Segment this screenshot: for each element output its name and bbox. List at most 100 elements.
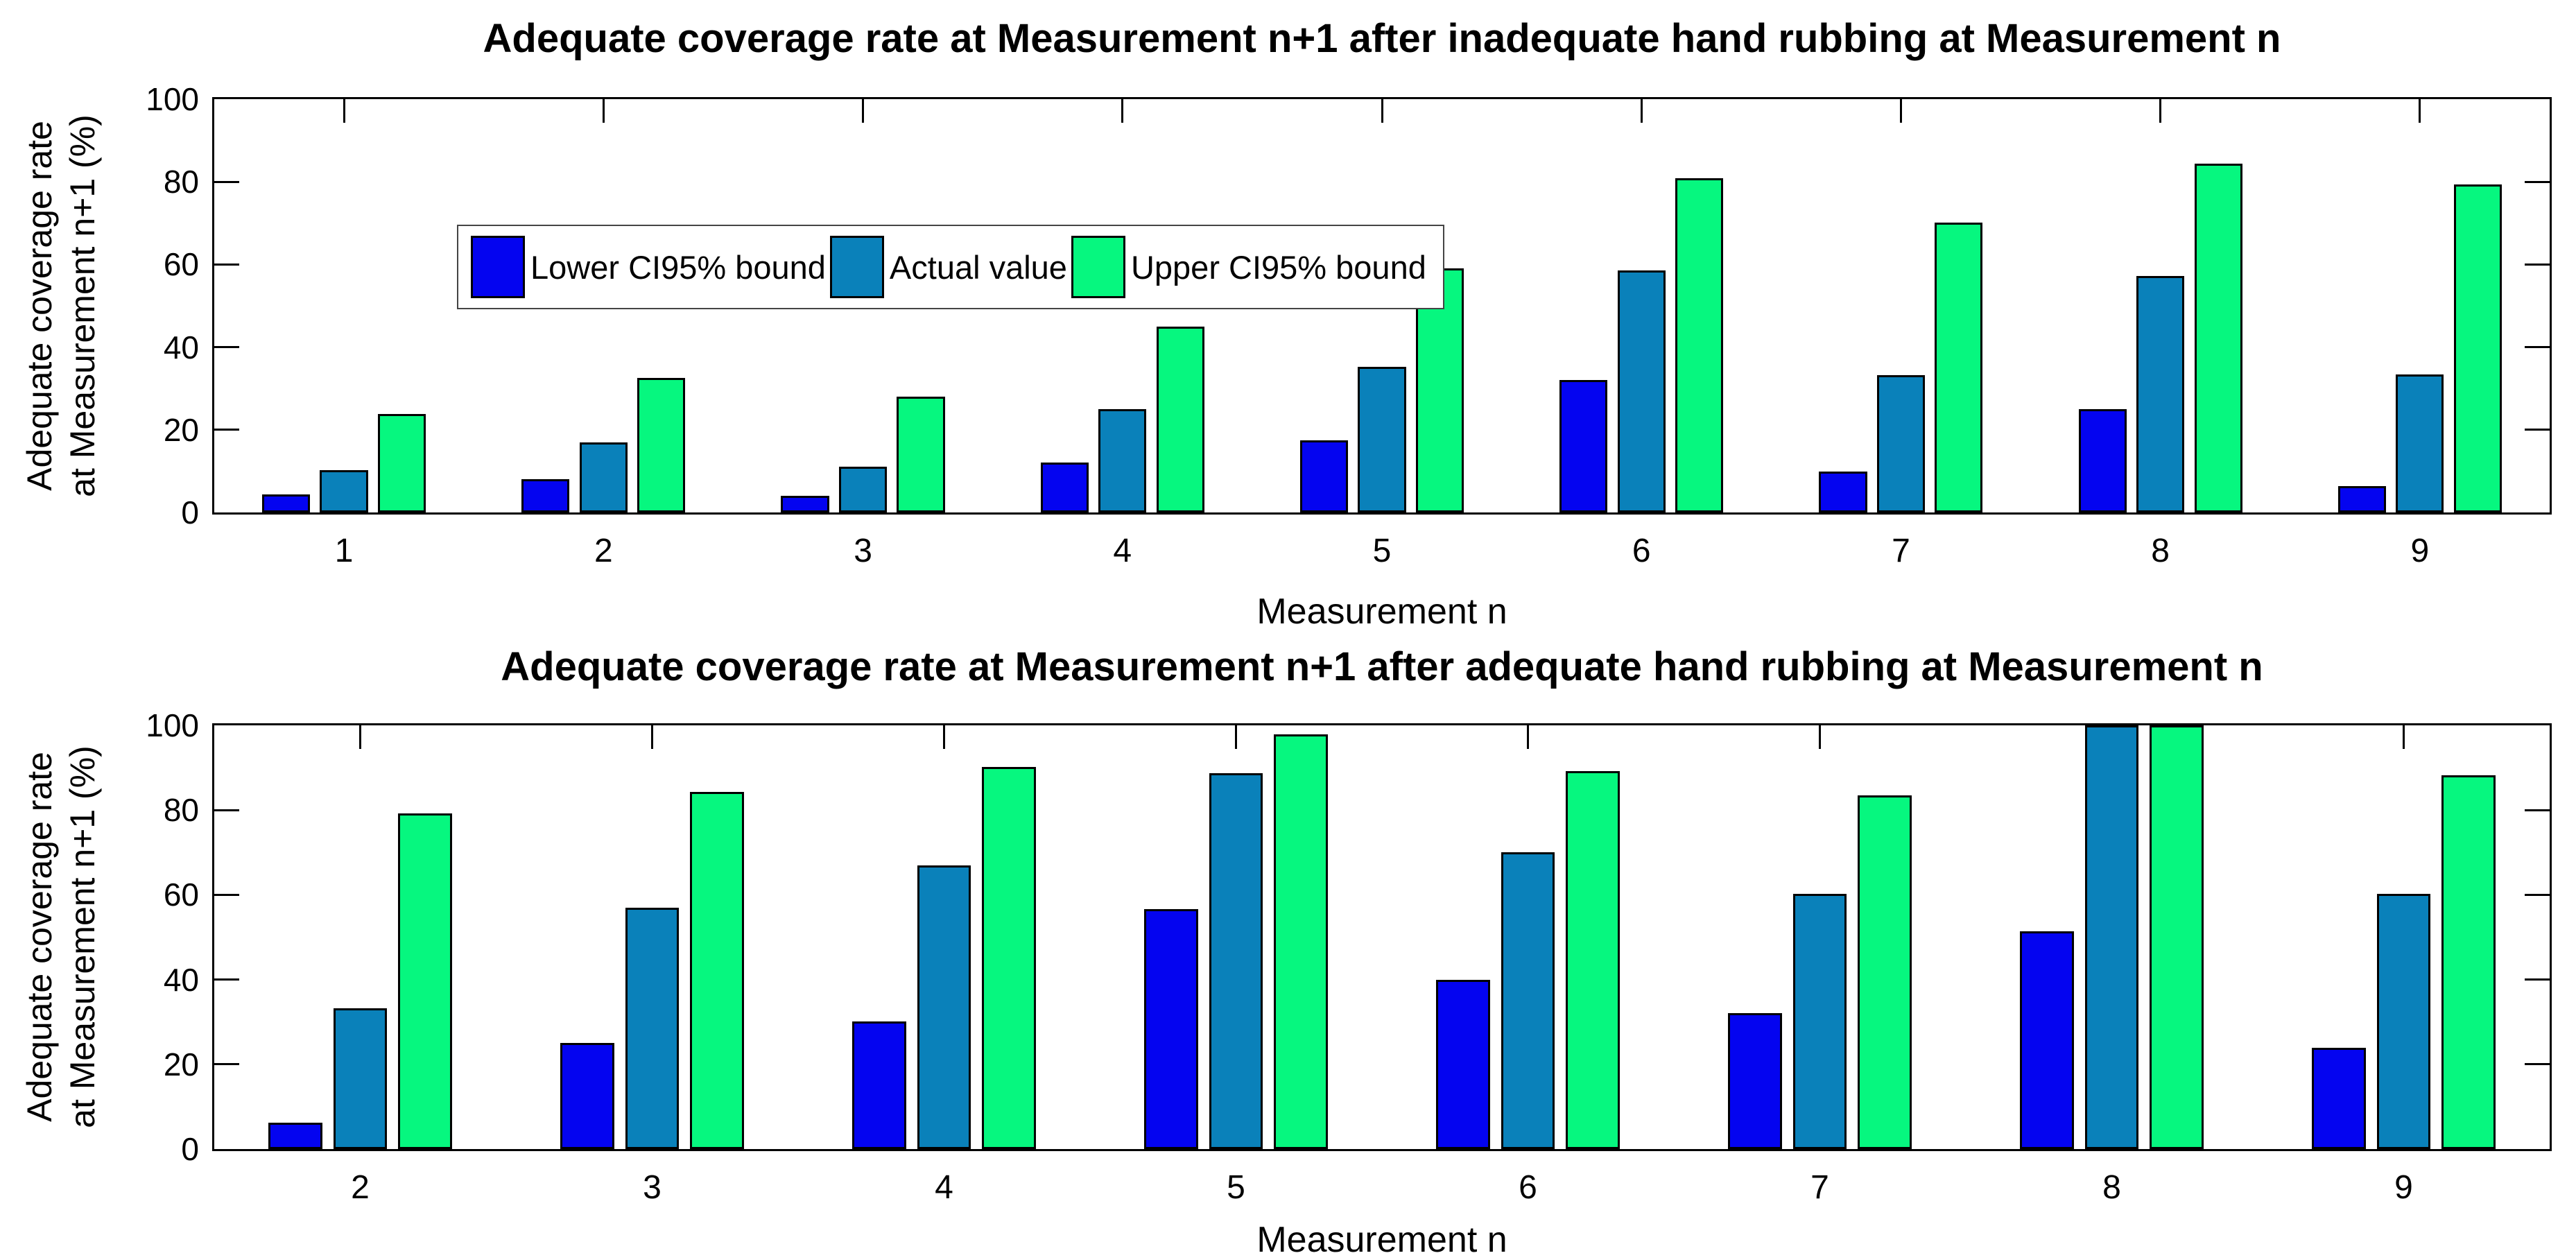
x-tick-mark: [1235, 725, 1237, 749]
bar-upper-x7: [1858, 795, 1912, 1149]
bar-upper-x8: [2150, 725, 2204, 1149]
legend-label-lower: Lower CI95% bound: [530, 248, 826, 286]
x-tick-label: 3: [643, 1169, 662, 1206]
bar-upper-x9: [2453, 184, 2502, 512]
bar-lower-x5: [1143, 908, 1198, 1149]
bar-actual-x3: [838, 467, 888, 512]
y-tick-mark: [2525, 346, 2550, 349]
bar-actual-x2: [333, 1008, 388, 1149]
bar-upper-x9: [2441, 775, 2496, 1149]
y-tick-label: 60: [163, 877, 199, 913]
y-tick-mark: [2525, 1063, 2550, 1066]
bar-lower-x4: [1040, 463, 1089, 512]
bar-upper-x4: [982, 767, 1037, 1149]
y-axis-label-inadequate: Adequate coverage rate at Measurement n+…: [20, 114, 102, 497]
x-tick-mark: [1121, 99, 1124, 123]
bar-lower-x9: [2337, 486, 2387, 512]
bar-actual-x9: [2396, 374, 2444, 512]
bar-upper-x4: [1156, 326, 1204, 512]
y-tick-mark: [214, 893, 239, 896]
y-tick-mark: [2525, 263, 2550, 266]
bar-lower-x1: [262, 494, 311, 512]
y-tick-mark: [2525, 893, 2550, 896]
x-tick-mark: [602, 99, 605, 123]
y-tick-mark: [214, 346, 239, 349]
bar-upper-x2: [398, 813, 453, 1149]
bar-actual-x7: [1876, 374, 1926, 512]
bar-actual-x4: [917, 865, 971, 1149]
y-tick-mark: [214, 978, 239, 981]
x-tick-mark: [943, 725, 945, 749]
y-axis-label-adequate: Adequate coverage rate at Measurement n+…: [20, 745, 102, 1128]
y-tick-label: 20: [163, 411, 199, 448]
x-tick-mark: [1527, 725, 1529, 749]
legend-label-actual: Actual value: [889, 248, 1067, 286]
y-tick-label: 60: [163, 246, 199, 283]
y-tick-mark: [2525, 429, 2550, 431]
plot-area-adequate: 2 3 4 5 6 7 8 9 0 20 40 60 80 100: [146, 707, 2552, 1206]
x-tick-mark: [1381, 99, 1383, 123]
x-tick-mark: [1899, 99, 1902, 123]
y-tick-label: 0: [181, 494, 199, 530]
x-tick-mark: [2403, 725, 2405, 749]
bar-lower-x6: [1435, 979, 1490, 1149]
y-tick-label: 20: [163, 1046, 199, 1082]
legend-swatch-lower-color: [471, 236, 525, 298]
x-tick-mark: [862, 99, 865, 123]
x-tick-mark: [2419, 99, 2421, 123]
bar-lower-x9: [2311, 1047, 2366, 1149]
y-tick-mark: [214, 180, 239, 183]
bar-upper-x3: [897, 397, 945, 512]
legend-swatch-upper-color: [1071, 236, 1125, 298]
y-tick-mark: [214, 429, 239, 431]
bar-actual-x6: [1617, 270, 1666, 512]
x-tick-mark: [2159, 99, 2162, 123]
y-tick-mark: [2525, 809, 2550, 811]
bar-lower-x7: [1727, 1013, 1782, 1149]
y-tick-label: 0: [181, 1131, 199, 1167]
y-tick-label: 40: [163, 329, 199, 365]
bar-actual-x2: [579, 442, 628, 512]
bar-lower-x6: [1559, 380, 1608, 512]
x-axis-label-adequate: Measurement n: [1256, 1220, 1507, 1260]
y-tick-label: 100: [146, 707, 199, 743]
y-tick-mark: [214, 1063, 239, 1066]
bar-lower-x3: [781, 496, 829, 512]
bar-actual-x6: [1501, 852, 1555, 1149]
x-axis-label-inadequate: Measurement n: [1256, 592, 1507, 632]
bar-actual-x5: [1358, 366, 1406, 512]
legend-label-upper: Upper CI95% bound: [1130, 248, 1426, 286]
bar-actual-x9: [2376, 893, 2431, 1149]
bar-upper-x8: [2194, 163, 2242, 512]
bar-lower-x7: [1819, 471, 1867, 512]
legend-item-upper: Upper CI95% bound: [1071, 236, 1426, 298]
x-tick-mark: [651, 725, 653, 749]
x-tick-label: 5: [1372, 533, 1392, 569]
bar-upper-x3: [690, 791, 745, 1149]
x-tick-label: 9: [2410, 533, 2430, 569]
x-tick-label: 9: [2394, 1169, 2413, 1206]
bar-lower-x2: [268, 1122, 322, 1149]
x-tick-mark: [359, 725, 361, 749]
bar-lower-x4: [852, 1021, 906, 1149]
legend-swatch-actual-color: [829, 236, 884, 298]
bar-upper-x1: [377, 414, 426, 512]
bar-lower-x8: [2019, 931, 2074, 1149]
y-tick-mark: [214, 263, 239, 266]
legend-item-actual: Actual value: [829, 236, 1067, 298]
bar-upper-x6: [1675, 178, 1724, 512]
bar-actual-x8: [2084, 725, 2139, 1149]
bar-lower-x5: [1299, 440, 1349, 512]
bar-actual-x8: [2136, 276, 2185, 512]
bar-upper-x5: [1274, 734, 1329, 1149]
chart-title-inadequate: Adequate coverage rate at Measurement n+…: [483, 16, 2281, 61]
x-tick-label: 4: [1113, 533, 1132, 569]
x-tick-label: 8: [2102, 1169, 2121, 1206]
bar-upper-x6: [1566, 770, 1620, 1149]
x-tick-label: 6: [1519, 1169, 1537, 1206]
bar-actual-x4: [1098, 409, 1147, 512]
y-tick-mark: [214, 809, 239, 811]
legend: Lower CI95% bound Actual value Upper CI9…: [457, 225, 1444, 309]
bar-actual-x1: [320, 470, 368, 512]
